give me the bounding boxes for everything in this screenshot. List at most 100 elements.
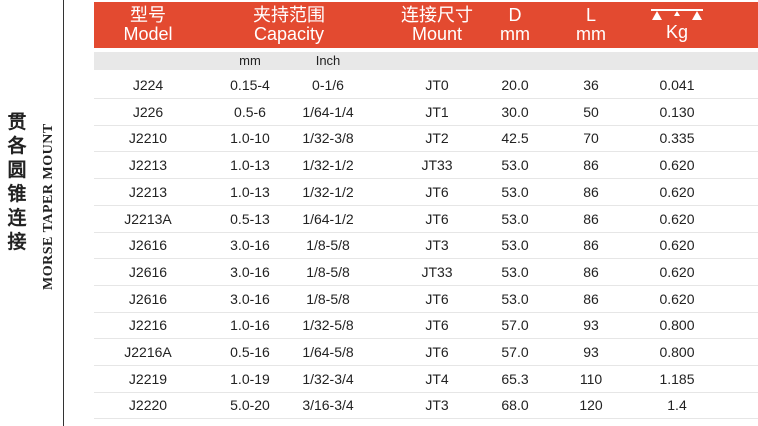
cell-model: J2213A: [124, 210, 172, 227]
cell-mount: JT4: [425, 370, 449, 387]
cell-model: J2213: [128, 183, 168, 200]
cell-d-mm: 53.0: [501, 210, 529, 227]
cell-d-mm: 53.0: [501, 183, 529, 200]
cell-l-mm: 86: [583, 290, 599, 307]
table-row: J2210 1.0-10 1/32-3/8 JT2 42.5 70 0.335: [94, 125, 758, 153]
cell-model: J226: [132, 103, 164, 120]
cell-capacity-inch: 3/16-3/4: [302, 397, 354, 414]
table-row: J2213 1.0-13 1/32-1/2 JT33 53.0 86 0.620: [94, 152, 758, 180]
table-row: J2616 3.0-16 1/8-5/8 JT33 53.0 86 0.620: [94, 259, 758, 286]
cell-capacity-inch: 1/32-1/2: [302, 157, 354, 174]
cell-weight-kg: 1.185: [659, 370, 695, 387]
cell-weight-kg: 0.620: [659, 210, 695, 227]
cell-capacity-mm: 1.0-16: [230, 317, 270, 334]
cell-model: J2216A: [124, 344, 172, 360]
cell-mount: JT6: [425, 183, 449, 200]
header-model-cn: 型号: [130, 5, 166, 25]
cell-d-mm: 53.0: [501, 290, 529, 307]
cell-capacity-inch: 1/64-5/8: [302, 344, 354, 360]
cell-capacity-mm: 0.5-16: [230, 344, 270, 360]
cell-weight-kg: 0.620: [659, 263, 695, 280]
cell-l-mm: 120: [579, 397, 603, 414]
header-capacity-en: Capacity: [253, 24, 325, 44]
cell-weight-kg: 0.335: [659, 130, 695, 147]
cell-l-mm: 86: [583, 263, 599, 280]
cell-mount: JT6: [425, 344, 449, 360]
cell-weight-kg: 0.130: [659, 103, 695, 120]
cell-capacity-inch: 1/32-5/8: [302, 317, 354, 334]
side-title-english: MORSE TAPER MOUNT: [41, 123, 56, 290]
header-weight: Kg: [637, 2, 717, 48]
cell-mount: JT3: [425, 237, 449, 254]
cell-l-mm: 110: [579, 370, 603, 387]
cell-capacity-mm: 1.0-10: [230, 130, 270, 147]
cell-l-mm: 86: [583, 157, 599, 174]
cell-capacity-mm: 3.0-16: [230, 237, 270, 254]
cell-mount: JT6: [425, 317, 449, 334]
cell-capacity-inch: 1/8-5/8: [306, 237, 350, 254]
cell-weight-kg: 0.620: [659, 237, 695, 254]
cell-weight-kg: 0.620: [659, 290, 695, 307]
header-model: 型号 Model: [108, 2, 188, 48]
cell-capacity-mm: 3.0-16: [230, 263, 270, 280]
cell-capacity-inch: 1/32-1/2: [302, 183, 354, 200]
cell-capacity-mm: 0.15-4: [230, 77, 270, 93]
cell-capacity-mm: 1.0-13: [230, 157, 270, 174]
cell-mount: JT3: [425, 397, 449, 414]
cell-weight-kg: 0.620: [659, 183, 695, 200]
cell-capacity-mm: 5.0-20: [230, 397, 270, 414]
cell-d-mm: 57.0: [501, 317, 529, 334]
cell-l-mm: 70: [583, 130, 599, 147]
cell-weight-kg: 0.800: [659, 317, 695, 334]
cell-l-mm: 93: [583, 317, 599, 334]
table-row: J224 0.15-4 0-1/6 JT0 20.0 36 0.041: [94, 72, 758, 99]
divider-line: [63, 0, 64, 426]
cell-capacity-inch: 1/64-1/4: [302, 103, 354, 120]
cell-mount: JT33: [421, 157, 453, 174]
cell-model: J2616: [128, 290, 168, 307]
cell-l-mm: 86: [583, 237, 599, 254]
cell-mount: JT2: [425, 130, 449, 147]
cell-l-mm: 86: [583, 210, 599, 227]
cell-capacity-mm: 0.5-6: [234, 103, 266, 120]
header-mount: 连接尺寸 Mount: [384, 2, 490, 48]
cell-model: J2220: [128, 397, 168, 414]
cell-model: J2213: [128, 157, 168, 174]
cell-capacity-inch: 1/32-3/4: [302, 370, 354, 387]
cell-model: J2219: [128, 370, 168, 387]
header-kg: Kg: [665, 21, 689, 42]
table-row: J2216A 0.5-16 1/64-5/8 JT6 57.0 93 0.800: [94, 339, 758, 366]
cell-capacity-inch: 1/64-1/2: [302, 210, 354, 227]
table-row: J2219 1.0-19 1/32-3/4 JT4 65.3 110 1.185: [94, 366, 758, 393]
cell-capacity-mm: 0.5-13: [230, 210, 270, 227]
cell-weight-kg: 0.620: [659, 157, 695, 174]
header-mount-en: Mount: [411, 24, 463, 44]
cell-model: J224: [132, 77, 164, 93]
cell-model: J2216: [128, 317, 168, 334]
cell-model: J2616: [128, 263, 168, 280]
cell-mount: JT1: [425, 103, 449, 120]
cell-d-mm: 53.0: [501, 263, 529, 280]
header-d-label: D: [508, 5, 522, 25]
unit-subheader: mm Inch: [94, 52, 758, 70]
scale-icon: [651, 8, 703, 20]
cell-model: J2210: [128, 130, 168, 147]
table-row: J2220 5.0-20 3/16-3/4 JT3 68.0 120 1.4: [94, 392, 758, 420]
cell-mount: JT0: [425, 77, 449, 93]
cell-capacity-mm: 3.0-16: [230, 290, 270, 307]
cell-capacity-inch: 1/8-5/8: [306, 290, 350, 307]
cell-mount: JT6: [425, 290, 449, 307]
cell-mount: JT6: [425, 210, 449, 227]
subheader-mm: mm: [239, 53, 261, 68]
table-row: J2213 1.0-13 1/32-1/2 JT6 53.0 86 0.620: [94, 179, 758, 206]
header-d-unit: mm: [500, 24, 530, 44]
cell-d-mm: 53.0: [501, 237, 529, 254]
cell-weight-kg: 0.041: [659, 77, 695, 93]
cell-l-mm: 36: [583, 77, 599, 93]
header-model-en: Model: [123, 24, 173, 44]
cell-model: J2616: [128, 237, 168, 254]
cell-l-mm: 86: [583, 183, 599, 200]
header-l-unit: mm: [576, 24, 606, 44]
cell-capacity-mm: 1.0-19: [230, 370, 270, 387]
